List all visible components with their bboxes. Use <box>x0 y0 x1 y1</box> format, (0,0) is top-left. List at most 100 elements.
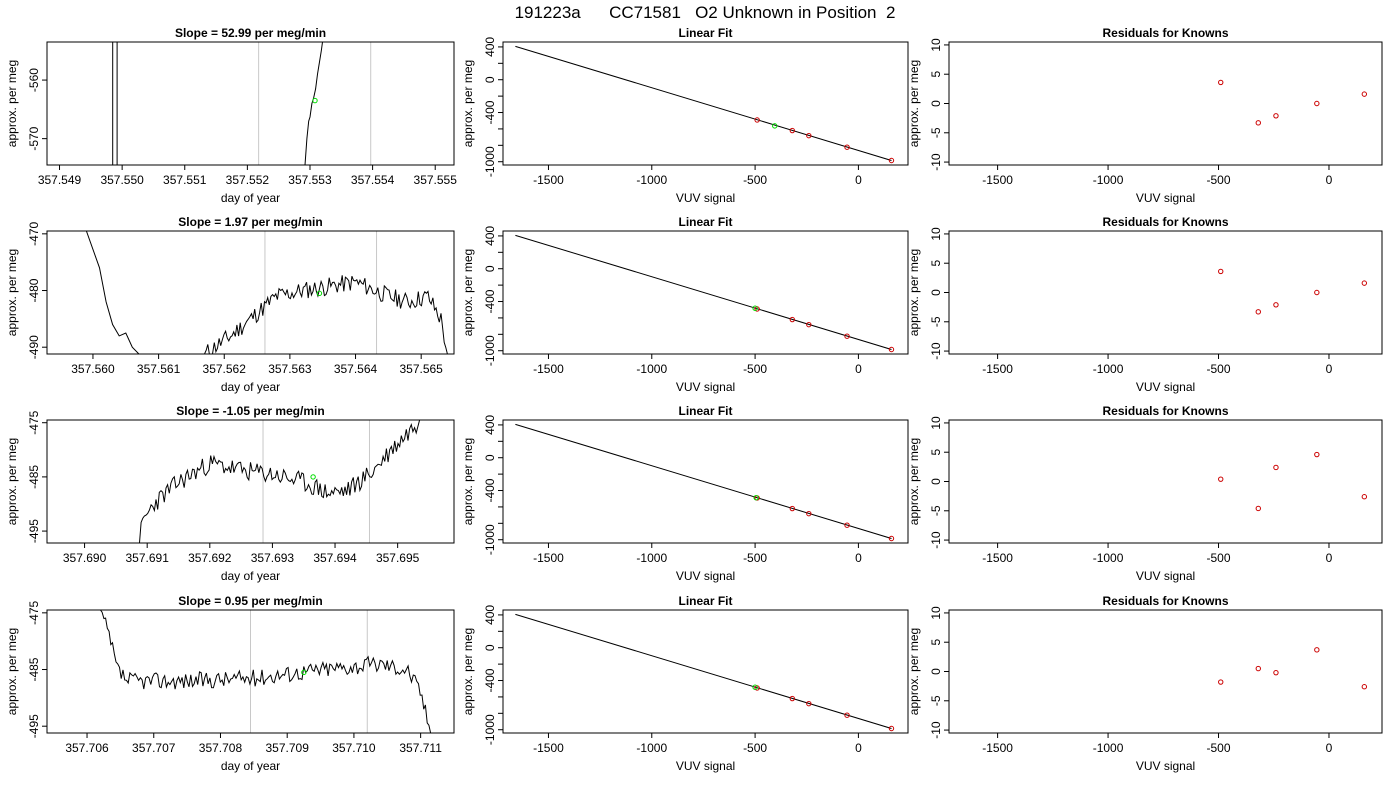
y-tick-label: 0 <box>929 478 943 485</box>
x-tick-label: 357.550 <box>100 173 144 187</box>
known-point <box>789 505 795 512</box>
x-tick-label: -1000 <box>636 362 667 376</box>
y-tick-label: -495 <box>27 714 41 738</box>
panel-1-0: Slope = 1.97 per meg/min 357.560 357.561 35… <box>5 215 455 394</box>
panel-3-2: Residuals for Knowns -1500 -1000 -500 0 10 5 0 -… <box>907 594 1383 773</box>
fit-line <box>515 613 892 729</box>
plot-area <box>515 45 895 164</box>
unknown-point <box>752 684 758 690</box>
unknown-point <box>312 97 318 104</box>
signal-line <box>137 420 421 543</box>
x-tick-label: 357.690 <box>63 551 107 565</box>
residual-point <box>1273 669 1279 676</box>
y-tick-label: -400 <box>483 478 497 502</box>
residual-point <box>1314 451 1320 458</box>
x-axis-label: VUV signal <box>1136 191 1195 205</box>
y-tick-label: 400 <box>483 226 497 246</box>
signal-line <box>100 610 432 733</box>
plot-frame <box>502 609 909 734</box>
panel-title: Residuals for Knowns <box>1102 215 1228 229</box>
plot-area <box>515 613 895 732</box>
x-tick-label: 357.692 <box>188 551 232 565</box>
plot-area <box>100 610 432 733</box>
x-tick-label: -1000 <box>1093 551 1124 565</box>
x-tick-label: -1500 <box>533 173 564 187</box>
panel-0-1: Linear Fit -1500 -1000 -500 0 400 0 -400 -1000 VU… <box>461 26 909 205</box>
x-axis-label: VUV signal <box>676 191 735 205</box>
y-tick-label: 0 <box>483 76 497 83</box>
residual-point <box>1218 679 1224 685</box>
x-tick-label: -500 <box>743 741 767 755</box>
y-axis-label: approx. per meg <box>907 438 921 525</box>
known-point <box>806 700 812 707</box>
x-tick-label: -1500 <box>533 741 564 755</box>
plot-frame <box>502 230 909 355</box>
y-tick-label: -400 <box>483 668 497 692</box>
y-axis-label: approx. per meg <box>5 249 19 336</box>
panel-title: Residuals for Knowns <box>1102 594 1228 608</box>
x-tick-label: 0 <box>1326 741 1333 755</box>
x-axis-label: day of year <box>221 380 280 394</box>
x-tick-label: 357.552 <box>226 173 270 187</box>
x-axis-label: day of year <box>221 759 280 773</box>
x-axis-label: VUV signal <box>676 759 735 773</box>
signal-line <box>204 275 448 354</box>
y-tick-label: -485 <box>27 657 41 681</box>
known-point <box>789 316 795 323</box>
residual-point <box>1218 476 1224 482</box>
x-tick-label: 357.554 <box>351 173 395 187</box>
x-tick-label: 357.563 <box>268 362 312 376</box>
y-axis-label: approx. per meg <box>5 60 19 147</box>
panel-3-1: Linear Fit -1500 -1000 -500 0 400 0 -400 -1000 VU… <box>461 594 909 773</box>
known-point <box>844 144 850 150</box>
panel-title: Slope = 0.95 per meg/min <box>178 594 322 608</box>
residual-point <box>1273 464 1279 471</box>
plot-frame <box>46 419 455 544</box>
x-tick-label: 0 <box>1326 173 1333 187</box>
x-tick-label: 0 <box>1326 362 1333 376</box>
y-tick-label: -400 <box>483 289 497 313</box>
residual-point <box>1255 505 1261 512</box>
unknown-point <box>301 669 307 676</box>
x-tick-label: -500 <box>1207 551 1231 565</box>
known-point <box>844 522 850 528</box>
plot-frame <box>46 609 455 734</box>
residual-point <box>1218 79 1224 86</box>
fit-line <box>515 234 892 350</box>
residual-point <box>1255 120 1261 126</box>
x-axis-label: VUV signal <box>1136 759 1195 773</box>
residual-point <box>1361 684 1368 690</box>
x-axis-label: VUV signal <box>676 380 735 394</box>
x-tick-label: 357.553 <box>288 173 332 187</box>
panel-title: Linear Fit <box>678 404 732 418</box>
panel-title: Slope = 52.99 per meg/min <box>175 26 326 40</box>
x-tick-label: 0 <box>855 362 862 376</box>
panel-title: Residuals for Knowns <box>1102 26 1228 40</box>
y-tick-label: -1000 <box>483 714 497 745</box>
x-tick-label: 357.707 <box>132 741 176 755</box>
x-tick-label: 357.560 <box>71 362 115 376</box>
x-tick-label: 0 <box>855 741 862 755</box>
plot-frame <box>46 41 455 166</box>
x-tick-label: -500 <box>1207 362 1231 376</box>
y-axis-label: approx. per meg <box>461 60 475 147</box>
panel-0-0: Slope = 52.99 per meg/min 357.549 357.550 3… <box>5 26 457 205</box>
x-tick-label: -500 <box>1207 741 1231 755</box>
plot-frame <box>502 419 909 544</box>
plot-frame <box>46 230 455 355</box>
y-axis-label: approx. per meg <box>461 249 475 336</box>
x-tick-label: -1500 <box>982 551 1013 565</box>
panel-2-0: Slope = -1.05 per meg/min 357.690 357.691 3… <box>5 404 455 583</box>
y-tick-label: 5 <box>929 71 943 78</box>
plot-area <box>1218 268 1368 315</box>
panel-title: Linear Fit <box>678 26 732 40</box>
x-tick-label: -1000 <box>1093 362 1124 376</box>
y-tick-label: -1000 <box>483 524 497 555</box>
x-tick-label: 357.551 <box>163 173 207 187</box>
y-tick-label: -1000 <box>483 146 497 177</box>
x-tick-label: -1500 <box>533 551 564 565</box>
x-tick-label: 0 <box>1326 551 1333 565</box>
y-tick-label: -570 <box>27 126 41 150</box>
y-tick-label: -560 <box>27 68 41 92</box>
y-tick-label: 0 <box>483 454 497 461</box>
